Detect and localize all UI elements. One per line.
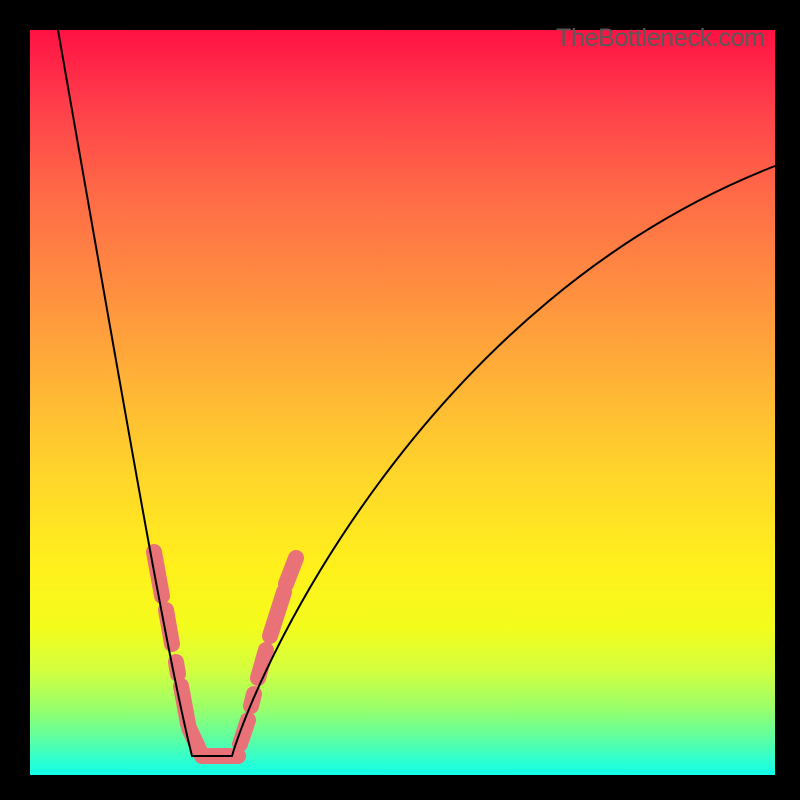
chart-overlay [0, 0, 800, 800]
data-marker [176, 662, 178, 674]
data-marker [286, 558, 296, 584]
data-marker [270, 592, 284, 636]
data-marker [181, 686, 188, 724]
